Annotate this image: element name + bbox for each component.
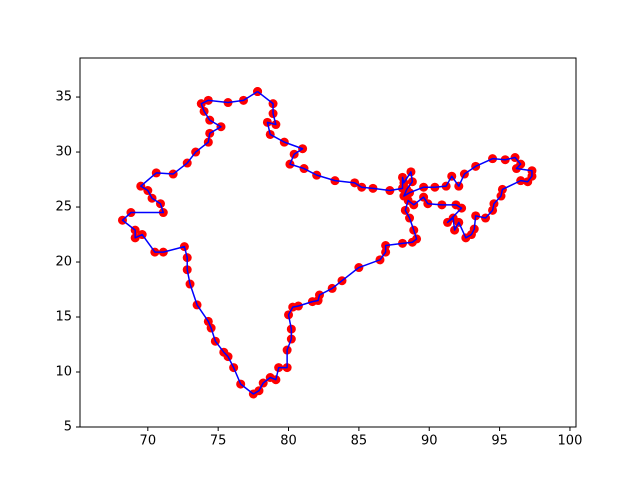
x-tick-label: 100 — [558, 434, 583, 449]
y-tick-label: 10 — [55, 365, 72, 380]
y-tick-label: 20 — [55, 255, 72, 270]
x-tick-label: 70 — [140, 434, 157, 449]
x-tick-label: 75 — [210, 434, 227, 449]
y-tick-label: 30 — [55, 145, 72, 160]
line — [121, 90, 533, 395]
y-tick-label: 25 — [55, 200, 72, 215]
y-tick-label: 5 — [64, 420, 72, 435]
y-tick-label: 15 — [55, 310, 72, 325]
x-tick-label: 95 — [491, 434, 508, 449]
axes-frame — [79, 57, 577, 428]
y-tick-label: 35 — [55, 90, 72, 105]
x-tick-label: 90 — [421, 434, 438, 449]
plot-area — [117, 87, 537, 399]
x-tick-label: 85 — [351, 434, 368, 449]
x-tick-label: 80 — [280, 434, 297, 449]
